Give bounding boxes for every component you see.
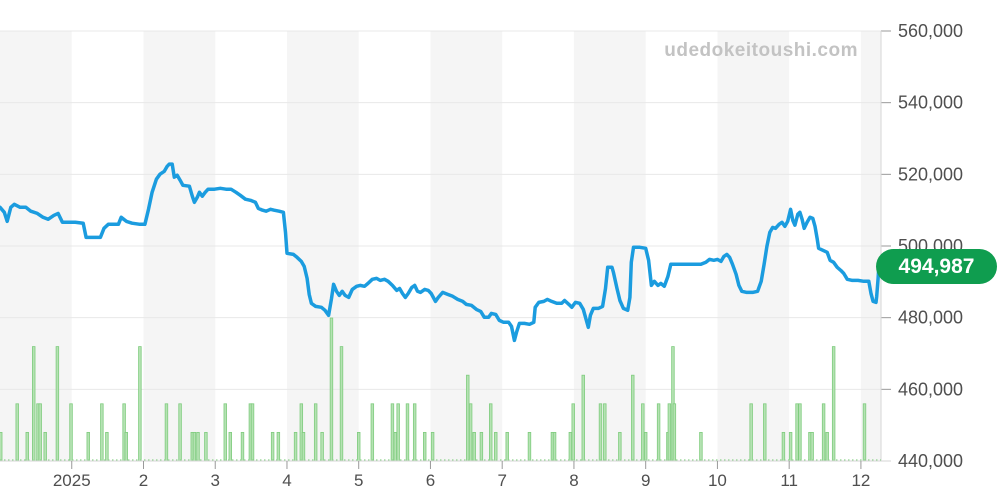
svg-text:12: 12 [851,471,870,490]
svg-text:480,000: 480,000 [898,308,963,328]
svg-text:520,000: 520,000 [898,164,963,184]
svg-text:10: 10 [708,471,727,490]
svg-text:2: 2 [139,471,148,490]
x-axis-labels: 2025 2 3 4 5 6 7 8 9 10 11 12 [53,471,871,490]
svg-text:11: 11 [780,471,798,490]
svg-text:4: 4 [282,471,291,490]
svg-text:540,000: 540,000 [898,93,963,113]
y-axis-labels: 560,000540,000520,000500,000480,000460,0… [898,21,963,471]
svg-text:6: 6 [426,471,435,490]
svg-text:8: 8 [569,471,578,490]
svg-text:440,000: 440,000 [898,451,963,471]
x-axis-ticks [71,461,862,469]
svg-text:460,000: 460,000 [898,379,963,399]
y-axis-ticks [881,30,891,462]
svg-text:5: 5 [354,471,363,490]
last-price-badge: 494,987 [876,249,997,284]
svg-text:3: 3 [210,471,219,490]
svg-text:2025: 2025 [53,471,91,490]
svg-text:7: 7 [497,471,506,490]
svg-text:560,000: 560,000 [898,21,963,41]
svg-text:9: 9 [641,471,650,490]
price-line-series [0,162,883,343]
watermark: udedokeitoushi.com [664,40,858,61]
